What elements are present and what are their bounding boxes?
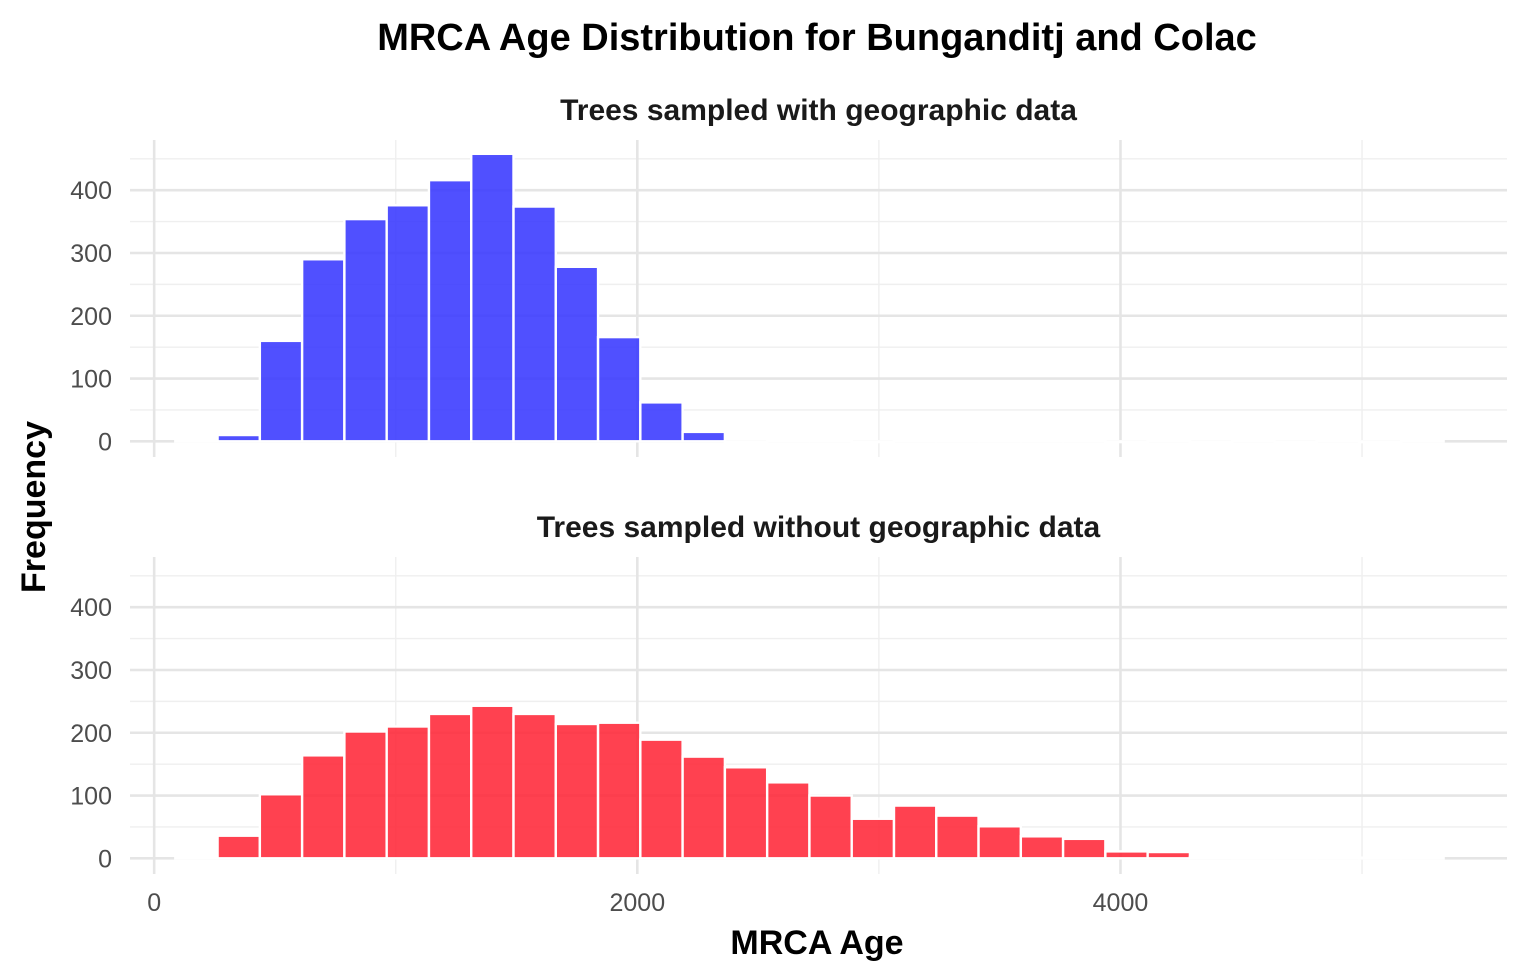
x-axis-ticks: 0 2000 4000 (147, 889, 1148, 917)
histogram-bar (216, 834, 262, 860)
histogram-bar (174, 439, 219, 443)
y-tick-label: 300 (70, 240, 112, 268)
histogram-bar (554, 722, 600, 860)
histogram-bar (1400, 856, 1445, 860)
histogram-bar (723, 766, 769, 860)
histogram-bar (639, 401, 684, 443)
histogram-bar (174, 855, 219, 860)
histogram-bar (1188, 440, 1234, 444)
histogram-bar (300, 258, 346, 443)
y-tick-label: 200 (70, 720, 112, 748)
histogram-bar (343, 730, 388, 860)
histogram-bar (343, 217, 388, 443)
histogram-bar (1061, 837, 1107, 860)
histogram-bar (470, 152, 515, 443)
histogram-bar (1273, 440, 1318, 444)
histogram-bar (1146, 850, 1192, 860)
x-tick-label: 4000 (1093, 889, 1149, 917)
histogram-bar (639, 738, 684, 860)
y-tick-label: 200 (70, 303, 112, 331)
histogram-bar (977, 439, 1023, 443)
histogram-bar (850, 817, 896, 860)
histogram-bar (892, 439, 938, 443)
histogram-bar (681, 755, 727, 860)
histogram-bar (1019, 439, 1065, 443)
y-tick-label: 0 (98, 428, 112, 456)
histogram-bar (427, 178, 473, 443)
histogram-bar (723, 440, 769, 444)
histogram-bar (1146, 439, 1192, 443)
histogram-bar (808, 794, 853, 860)
histogram-bar (596, 721, 642, 860)
panel-1: Trees sampled with geographic data 0 100 20… (70, 94, 1507, 457)
panel-label: Trees sampled without geographic data (537, 511, 1101, 544)
histogram-bar (216, 433, 262, 443)
histogram-bar (512, 712, 557, 860)
histogram-bar (1315, 856, 1361, 860)
histogram-bar (470, 704, 515, 860)
histogram-bar (892, 804, 938, 860)
x-axis-title: MRCA Age (730, 924, 903, 962)
histogram-bar (1188, 855, 1234, 860)
histogram-bar (385, 204, 431, 443)
histogram-bar (1231, 439, 1276, 443)
histogram-bar (1357, 440, 1403, 444)
histogram-bar (427, 712, 473, 860)
histogram-bar (1273, 856, 1318, 860)
histogram-bar (512, 205, 557, 443)
histogram-bar (808, 439, 853, 443)
y-tick-label: 0 (98, 845, 112, 873)
histogram-bar (1061, 439, 1107, 443)
chart-title: MRCA Age Distribution for Bunganditj and… (377, 17, 1257, 59)
histogram-bar (1104, 440, 1149, 444)
histogram-bar (1231, 856, 1276, 860)
histogram-bar (1104, 850, 1149, 860)
histogram-bar (258, 339, 304, 443)
histogram-bar (1315, 439, 1361, 443)
histogram-bar (681, 430, 727, 443)
histogram-bar (765, 781, 811, 860)
x-tick-label: 2000 (610, 889, 666, 917)
histogram-bar (850, 440, 896, 444)
histogram-bar (765, 439, 811, 443)
y-tick-label: 100 (70, 783, 112, 811)
facet-panels: Trees sampled with geographic data 0 100 20… (70, 94, 1507, 917)
y-tick-label: 300 (70, 657, 112, 685)
histogram-bar (1357, 856, 1403, 860)
histogram-bar (977, 825, 1023, 860)
y-tick-label: 100 (70, 366, 112, 394)
histogram-bar (596, 335, 642, 443)
histogram-bar (385, 725, 431, 860)
histogram-bar (935, 439, 980, 443)
histogram-bar (1400, 439, 1445, 443)
panel-label: Trees sampled with geographic data (560, 94, 1077, 127)
y-tick-label: 400 (70, 594, 112, 622)
histogram-bar (1019, 835, 1065, 860)
histogram-bar (258, 793, 304, 860)
histogram-bar (935, 814, 980, 860)
y-tick-label: 400 (70, 177, 112, 205)
y-axis-title: Frequency (15, 421, 53, 593)
x-tick-label: 0 (147, 889, 161, 917)
histogram-bar (554, 265, 600, 443)
histogram-bar (300, 754, 346, 860)
panel-2: Trees sampled without geographic data 0 10… (70, 511, 1507, 874)
